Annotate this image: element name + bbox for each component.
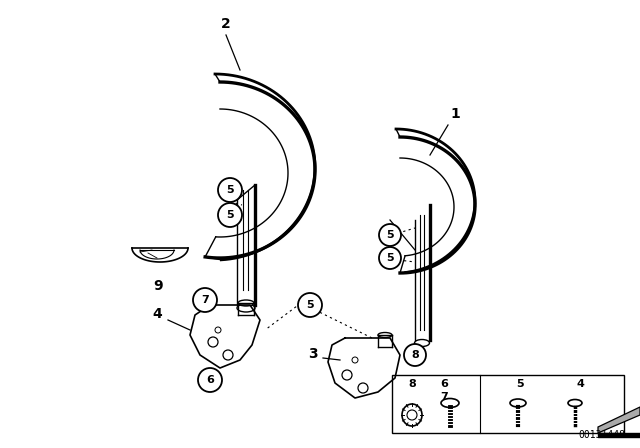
Circle shape (379, 247, 401, 269)
Ellipse shape (237, 304, 255, 312)
Text: 4: 4 (576, 379, 584, 389)
Text: 00131448: 00131448 (578, 430, 625, 440)
Text: 5: 5 (386, 230, 394, 240)
Circle shape (379, 224, 401, 246)
Circle shape (208, 337, 218, 347)
Text: 2: 2 (221, 17, 231, 31)
Text: 1: 1 (450, 107, 460, 121)
Text: 7: 7 (440, 392, 448, 402)
Ellipse shape (441, 399, 459, 408)
Circle shape (215, 327, 221, 333)
Ellipse shape (378, 332, 392, 337)
Text: 9: 9 (153, 279, 163, 293)
Text: 8: 8 (411, 350, 419, 360)
Ellipse shape (568, 400, 582, 406)
Ellipse shape (238, 300, 254, 306)
Circle shape (407, 410, 417, 420)
Circle shape (298, 293, 322, 317)
Ellipse shape (510, 399, 526, 407)
Polygon shape (598, 407, 640, 433)
Circle shape (198, 368, 222, 392)
Ellipse shape (415, 340, 429, 346)
Text: 5: 5 (386, 253, 394, 263)
Text: 3: 3 (308, 347, 318, 361)
Text: 5: 5 (226, 210, 234, 220)
Text: 5: 5 (306, 300, 314, 310)
Circle shape (342, 370, 352, 380)
Circle shape (193, 288, 217, 312)
Circle shape (352, 357, 358, 363)
Circle shape (218, 203, 242, 227)
Text: 8: 8 (408, 379, 416, 389)
Ellipse shape (402, 404, 422, 426)
Text: 7: 7 (201, 295, 209, 305)
Text: 5: 5 (516, 379, 524, 389)
Text: 5: 5 (226, 185, 234, 195)
Text: 4: 4 (152, 307, 162, 321)
Circle shape (223, 350, 233, 360)
Circle shape (218, 178, 242, 202)
Bar (392, 375, 624, 433)
Text: 6: 6 (440, 379, 448, 389)
Circle shape (404, 344, 426, 366)
Circle shape (358, 383, 368, 393)
Text: 6: 6 (206, 375, 214, 385)
